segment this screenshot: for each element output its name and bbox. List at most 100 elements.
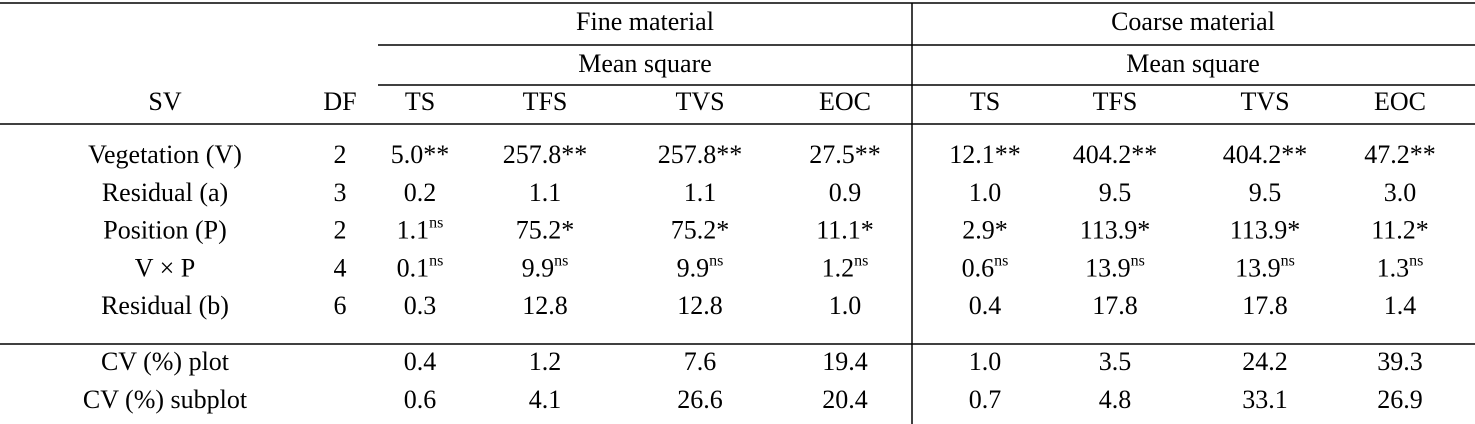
cell: 0.4 [404,347,437,376]
cell-sup: ns [554,252,568,269]
df: 6 [334,291,347,320]
cell: 75.2* [516,216,575,245]
subgroup-header: Mean square [578,49,712,78]
cell: 1.2 [529,347,562,376]
cell: 7.6 [684,347,717,376]
cell: 26.9 [1377,385,1423,414]
cell: 1.1ns [397,214,444,244]
cell: 33.1 [1242,385,1288,414]
cell: 9.5 [1099,178,1132,207]
cell-value: 1.2 [822,253,855,282]
column-header: TVS [1240,87,1289,116]
cell: 9.5 [1249,178,1282,207]
cell: 3.5 [1099,347,1132,376]
column-header: TFS [1093,87,1138,116]
cell: 113.9* [1230,216,1301,245]
cell-sup: ns [994,252,1008,269]
group-header: Fine material [576,7,714,36]
cell: 1.0 [969,347,1002,376]
cell: 4.8 [1099,385,1132,414]
cell-sup: ns [709,252,723,269]
row-label: V × P [135,253,195,282]
cell: 257.8** [658,140,743,169]
column-header: DF [323,87,356,116]
df: 2 [334,140,347,169]
cell: 27.5** [809,140,881,169]
cell: 0.1ns [397,252,444,282]
column-header: SV [148,87,181,116]
row-label: Position (P) [103,216,227,245]
cell-value: 0.6 [962,253,995,282]
cell: 113.9* [1080,216,1151,245]
cell: 20.4 [822,385,868,414]
column-header: TFS [523,87,568,116]
cell-value: 13.9 [1235,253,1281,282]
cell: 24.2 [1242,347,1288,376]
cell: 47.2** [1364,140,1436,169]
df: 3 [334,178,347,207]
column-header: EOC [1374,87,1426,116]
cell: 13.9ns [1085,252,1145,282]
cell: 12.8 [522,291,568,320]
cell: 26.6 [677,385,723,414]
cell: 0.6 [404,385,437,414]
cell: 13.9ns [1235,252,1295,282]
cell: 0.6ns [962,252,1009,282]
cell: 1.1 [684,178,717,207]
cell: 0.2 [404,178,437,207]
cell: 39.3 [1377,347,1423,376]
row-label: CV (%) plot [101,347,230,376]
cell-sup: ns [429,252,443,269]
df: 4 [334,253,347,282]
cell: 1.0 [829,291,862,320]
cell: 0.7 [969,385,1002,414]
df: 2 [334,216,347,245]
row-label: Residual (a) [102,178,228,207]
cell: 4.1 [529,385,562,414]
row-label: CV (%) subplot [83,385,248,414]
cell: 9.9ns [677,252,724,282]
group-header: Coarse material [1111,7,1275,36]
cell: 2.9* [962,216,1008,245]
column-header: EOC [819,87,871,116]
row-label: Vegetation (V) [88,140,242,169]
cell: 1.0 [969,178,1002,207]
cell-value: 9.9 [677,253,710,282]
cell: 19.4 [822,347,868,376]
cell: 0.3 [404,291,437,320]
cell-value: 9.9 [522,253,555,282]
cell-sup: ns [1281,252,1295,269]
cell: 0.4 [969,291,1002,320]
cell: 11.2* [1371,216,1429,245]
cell-value: 1.1 [397,216,430,245]
cell: 9.9ns [522,252,569,282]
column-header: TS [970,87,1000,116]
cell: 12.1** [949,140,1021,169]
cell-sup: ns [429,214,443,231]
subgroup-header: Mean square [1126,49,1260,78]
cell: 1.3ns [1377,252,1424,282]
cell: 17.8 [1092,291,1138,320]
cell-sup: ns [854,252,868,269]
cell: 17.8 [1242,291,1288,320]
column-header: TS [405,87,435,116]
cell: 12.8 [677,291,723,320]
cell: 3.0 [1384,178,1417,207]
cell: 257.8** [503,140,588,169]
cell-value: 13.9 [1085,253,1131,282]
cell-sup: ns [1409,252,1423,269]
cell: 404.2** [1223,140,1308,169]
cell: 1.4 [1384,291,1417,320]
column-header: TVS [675,87,724,116]
cell: 11.1* [816,216,874,245]
row-label: Residual (b) [101,291,229,320]
cell: 1.2ns [822,252,869,282]
cell: 0.9 [829,178,862,207]
cell-value: 0.1 [397,253,430,282]
cell: 404.2** [1073,140,1158,169]
cell: 5.0** [391,140,450,169]
cell-sup: ns [1131,252,1145,269]
cell: 1.1 [529,178,562,207]
cell: 75.2* [671,216,730,245]
